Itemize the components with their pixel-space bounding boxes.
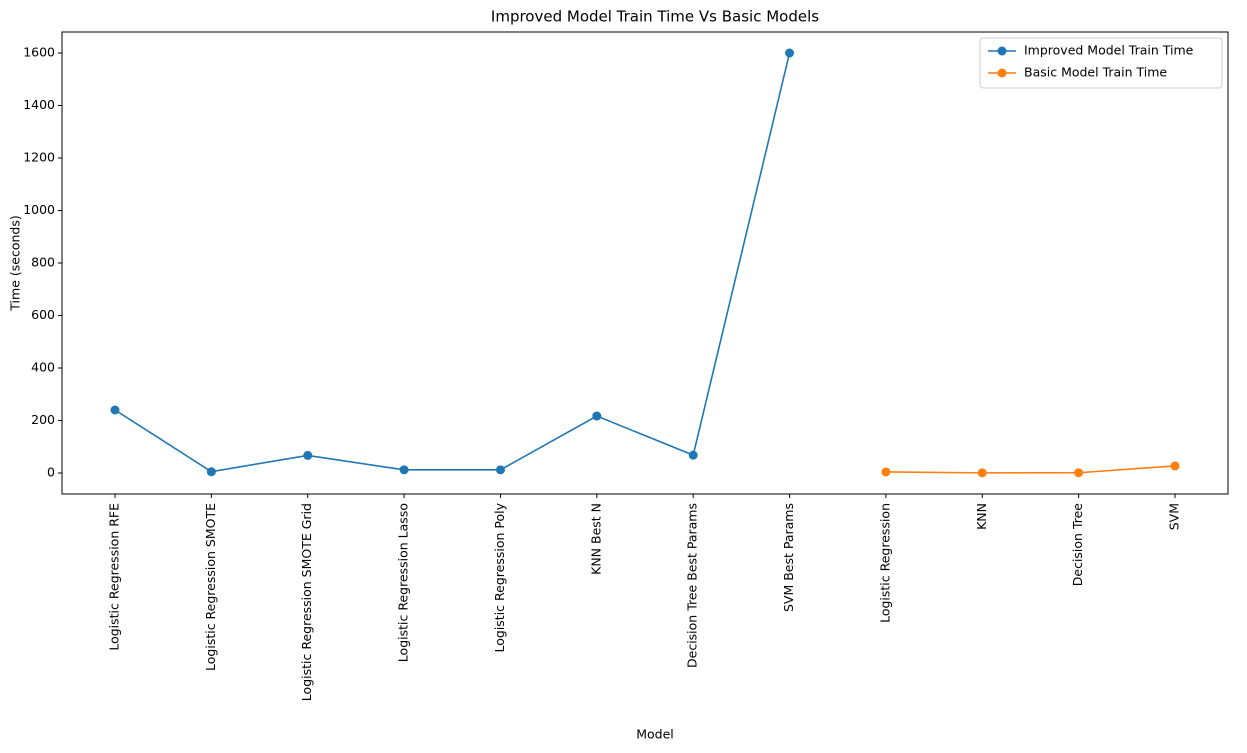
x-tick-label: Logistic Regression Lasso [396,503,411,662]
y-axis-label: Time (seconds) [8,215,23,311]
x-tick-label: Logistic Regression Poly [492,502,507,652]
y-tick-label: 1200 [23,150,55,165]
y-tick-label: 1000 [23,202,55,217]
y-tick-label: 400 [31,360,55,375]
legend-label: Basic Model Train Time [1024,65,1167,80]
series-line [885,465,1176,474]
y-tick-label: 1600 [23,45,55,60]
x-tick-label: Logistic Regression SMOTE Grid [299,503,314,701]
y-tick-label: 200 [31,412,55,427]
point [1170,461,1180,471]
legend-box [979,37,1223,89]
point [399,465,409,475]
x-tick-label: KNN [974,503,989,530]
point [592,411,602,421]
point [495,465,505,475]
point [303,450,313,460]
legend-marker [997,46,1007,56]
point [206,467,216,477]
chart-title: Improved Model Train Time Vs Basic Model… [491,8,819,26]
y-tick-label: 1400 [23,97,55,112]
x-tick-label: KNN Best N [588,503,603,575]
x-axis-label: Model [636,727,674,742]
point [977,468,987,478]
series-line [114,52,791,473]
x-tick-label: SVM Best Params [781,503,796,612]
point [688,450,698,460]
x-tick-label: SVM [1167,503,1182,530]
x-tick-label: Logistic Regression [877,503,892,623]
point [1074,468,1084,478]
point [785,48,795,58]
y-tick-label: 800 [31,255,55,270]
x-tick-label: Logistic Regression RFE [107,503,122,651]
point [881,467,891,477]
legend-marker [997,68,1007,78]
y-tick-label: 600 [31,307,55,322]
point [110,405,120,415]
x-tick-label: Decision Tree Best Params [685,503,700,668]
legend-label: Improved Model Train Time [1024,43,1194,58]
x-tick-label: Logistic Regression SMOTE [203,503,218,671]
x-tick-label: Decision Tree [1070,503,1085,587]
y-tick-label: 0 [47,465,55,480]
plot-area [61,31,1229,495]
